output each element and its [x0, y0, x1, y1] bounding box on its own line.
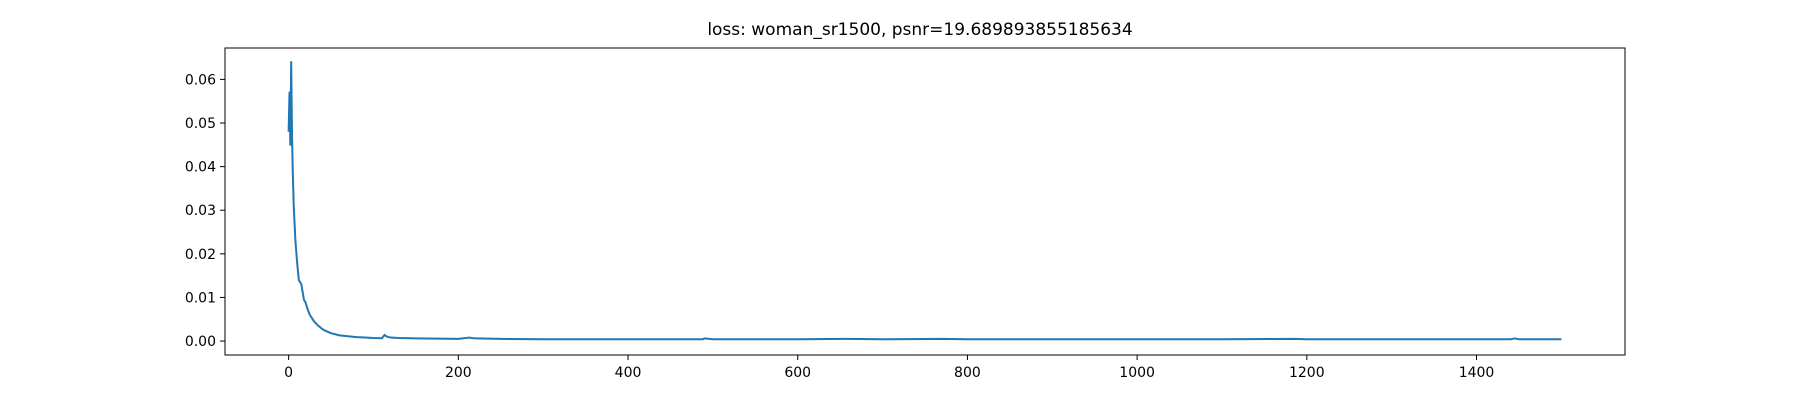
x-tick-label: 1400: [1459, 365, 1495, 381]
chart-title: loss: woman_sr1500, psnr=19.689893855185…: [707, 20, 1132, 40]
x-tick-label: 200: [445, 365, 472, 381]
y-tick-label: 0.04: [185, 160, 216, 176]
y-tick-label: 0.02: [185, 247, 216, 263]
y-tick-label: 0.00: [185, 334, 216, 350]
loss-series-line: [287, 60, 1562, 341]
x-tick-label: 1000: [1119, 365, 1155, 381]
x-tick-label: 1200: [1289, 365, 1325, 381]
y-axis: 0.00 0.01 0.02 0.03 0.04 0.05 0.06: [185, 72, 225, 350]
x-tick-label: 0: [284, 365, 293, 381]
x-tick-label: 600: [784, 365, 811, 381]
y-tick-label: 0.06: [185, 72, 216, 88]
y-tick-label: 0.03: [185, 203, 216, 219]
y-tick-label: 0.05: [185, 116, 216, 132]
x-tick-label: 800: [954, 365, 981, 381]
x-tick-label: 400: [615, 365, 642, 381]
x-axis: 0 200 400 600 800 1000 1200 1400: [284, 355, 1494, 381]
y-tick-label: 0.01: [185, 290, 216, 306]
series-layer: [287, 60, 1562, 341]
plot-frame: [224, 47, 1626, 356]
